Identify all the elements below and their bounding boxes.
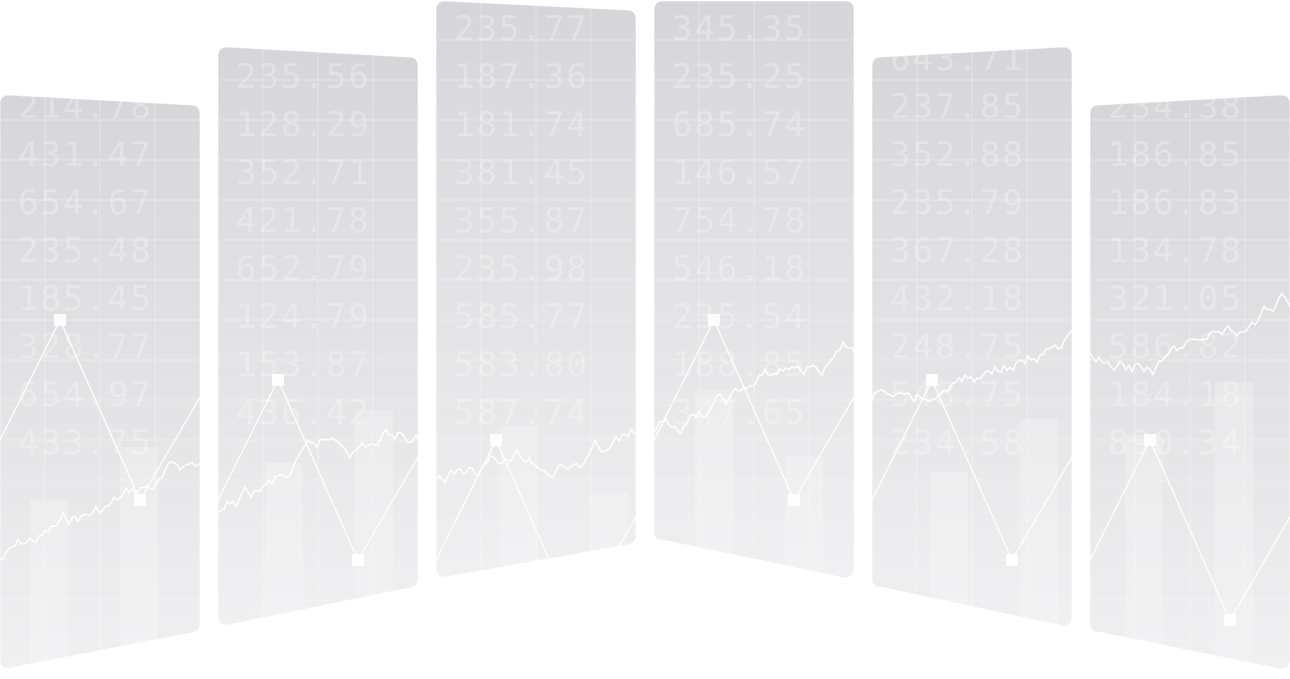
- ticker-value: 235.54: [672, 297, 807, 337]
- ticker-value: 235.79: [890, 183, 1025, 223]
- ticker-value: 187.36: [454, 57, 589, 97]
- ticker-value: 186.83: [1108, 183, 1243, 223]
- ticker-value: 234.38: [1108, 87, 1243, 127]
- chart-bar: [785, 456, 823, 675]
- ticker-value: 235.48: [18, 231, 153, 271]
- ticker-value: 214.78: [18, 87, 153, 127]
- ticker-panel: 643.71 237.85 352.88 235.79 367.28 432.18 248.…: [862, 0, 1082, 675]
- chart-bar: [695, 389, 733, 675]
- chart-bar: [930, 472, 968, 675]
- chart-bar: [265, 463, 303, 675]
- chart-marker: [272, 374, 284, 386]
- chart-marker: [926, 374, 938, 386]
- ticker-value: 328.77: [18, 327, 153, 367]
- ticker-value: 204.05: [18, 39, 153, 79]
- ticker-value: 367.28: [890, 231, 1025, 271]
- chart-marker: [352, 554, 364, 566]
- chart-marker: [788, 494, 800, 506]
- ticker-value: 546.18: [672, 249, 807, 289]
- ticker-value: 421.78: [236, 201, 371, 241]
- chart-marker: [708, 314, 720, 326]
- ticker-value: 153.87: [236, 345, 371, 385]
- ticker-value: 235.56: [236, 57, 371, 97]
- chart-marker: [570, 614, 582, 626]
- ticker-value: 181.74: [454, 105, 589, 145]
- ticker-value: 652.79: [236, 249, 371, 289]
- ticker-value: 355.87: [454, 201, 589, 241]
- ticker-value: 685.74: [672, 105, 807, 145]
- chart-marker: [1144, 434, 1156, 446]
- ticker-value: 431.47: [18, 135, 153, 175]
- ticker-value: 345.35: [672, 9, 807, 49]
- chart-marker: [134, 494, 146, 506]
- ticker-value: 643.71: [890, 39, 1025, 79]
- ticker-value: 134.78: [1108, 231, 1243, 271]
- ticker-value: 654.97: [18, 375, 153, 415]
- ticker-value: 347.65: [672, 393, 807, 433]
- ticker-value: 381.45: [454, 153, 589, 193]
- ticker-value: 352.71: [236, 153, 371, 193]
- chart-marker: [490, 434, 502, 446]
- ticker-value: 235.85: [236, 9, 371, 49]
- ticker-panel: 345.35 235.25 685.74 146.57 754.78 546.18 235.…: [644, 0, 864, 675]
- ticker-value: 352.88: [890, 135, 1025, 175]
- ticker-value: 388.81: [1108, 39, 1243, 79]
- ticker-panel: 204.05 214.78 431.47 654.67 235.48 185.45 328.…: [0, 0, 210, 675]
- chart-bar: [1020, 419, 1058, 675]
- ticker-value: 237.85: [890, 87, 1025, 127]
- chart-bar: [30, 500, 68, 675]
- ticker-value: 432.18: [890, 279, 1025, 319]
- ticker-value: 321.05: [1108, 279, 1243, 319]
- ticker-value: 436.42: [236, 393, 371, 433]
- ticker-value: 185.45: [18, 279, 153, 319]
- chart-marker: [1006, 554, 1018, 566]
- ticker-panel: 235.85 235.56 128.29 352.71 421.78 652.79 124.…: [208, 0, 428, 675]
- ticker-value: 585.77: [454, 297, 589, 337]
- ticker-value: 186.85: [1108, 135, 1243, 175]
- ticker-value: 235.77: [454, 9, 589, 49]
- ticker-value: 248.75: [890, 327, 1025, 367]
- chart-bar: [1215, 382, 1253, 675]
- ticker-value: 128.29: [236, 105, 371, 145]
- ticker-value: 235.25: [672, 57, 807, 97]
- ticker-panel: 235.77 187.36 181.74 381.45 355.87 235.98 585.…: [426, 0, 646, 675]
- chart-marker: [1224, 614, 1236, 626]
- ticker-value: 754.78: [672, 201, 807, 241]
- ticker-value: 654.67: [18, 183, 153, 223]
- chart-bar: [590, 493, 628, 675]
- ticker-value: 583.80: [454, 345, 589, 385]
- ticker-panel: 388.81234.38186.85186.83134.78321.05586.…: [1080, 0, 1290, 675]
- chart-bar: [1125, 435, 1163, 675]
- ticker-value: 235.98: [454, 249, 589, 289]
- chart-bar: [355, 410, 393, 675]
- ticker-value: 146.57: [672, 153, 807, 193]
- chart-marker: [54, 314, 66, 326]
- ticker-value: 234.58: [890, 423, 1025, 463]
- ticker-value: 124.79: [236, 297, 371, 337]
